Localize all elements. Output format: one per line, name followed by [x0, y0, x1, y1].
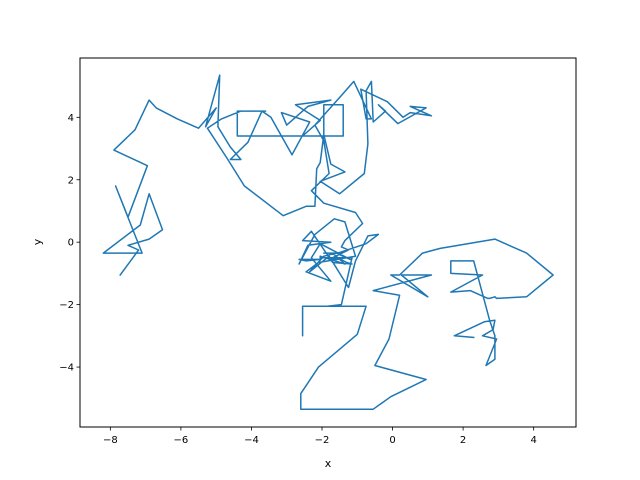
y-tick-label: −2: [59, 300, 74, 311]
x-axis-label: x: [325, 457, 332, 470]
x-tick-label: −8: [103, 435, 118, 446]
x-tick-label: 0: [389, 435, 395, 446]
y-tick-label: 0: [68, 238, 74, 249]
x-tick-label: −4: [244, 435, 259, 446]
x-tick-label: −6: [174, 435, 189, 446]
x-tick-label: 4: [530, 435, 536, 446]
x-tick-label: −2: [315, 435, 330, 446]
y-axis-label: y: [31, 238, 44, 245]
y-tick-label: −4: [59, 363, 74, 374]
series-line-0: [102, 74, 554, 410]
y-tick-label: 2: [68, 175, 74, 186]
plot-frame: [79, 57, 577, 428]
y-tick-label: 4: [68, 113, 74, 124]
y-axis-ticks: −4 −2 0 2 4: [59, 113, 80, 374]
x-tick-label: 2: [460, 435, 466, 446]
x-axis-ticks: −8 −6 −4 −2 0 2 4: [103, 427, 537, 446]
series-layer: [102, 74, 554, 410]
